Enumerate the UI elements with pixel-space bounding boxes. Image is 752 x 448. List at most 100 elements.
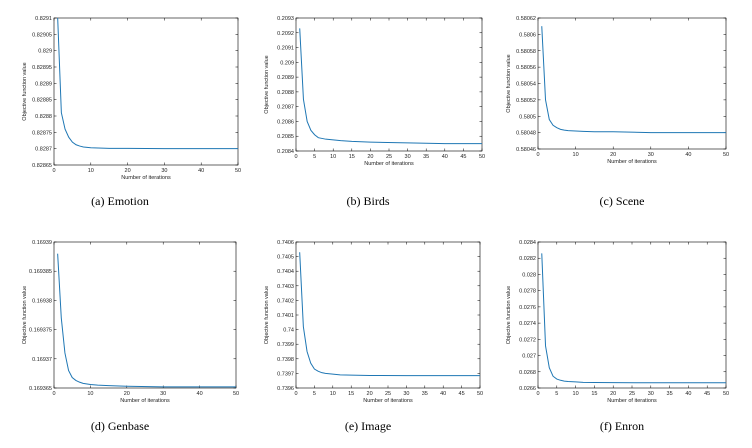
x-tick-label: 30 [161,168,167,174]
subfigure-caption: (a) Emotion [91,194,149,208]
y-tick-label: 0.7403 [277,284,294,290]
y-tick-label: 0.027 [522,354,536,360]
subfigure-caption: (f) Enron [599,419,645,433]
x-axis-label: Number of iterations [120,398,170,404]
y-tick-label: 0.0268 [519,370,536,376]
y-tick-label: 0.169375 [29,328,52,334]
y-tick-label: 0.2093 [277,16,294,22]
y-tick-label: 0.7399 [277,342,294,348]
y-tick-label: 0.58062 [516,16,536,22]
x-tick-label: 10 [330,154,336,160]
y-tick-label: 0.2089 [277,75,294,81]
x-tick-label: 20 [367,154,373,160]
subfigure-caption: (c) Scene [599,194,645,208]
x-tick-label: 40 [197,391,203,397]
x-tick-label: 20 [610,391,616,397]
x-tick-label: 30 [648,391,654,397]
y-tick-label: 0.2092 [277,31,294,37]
x-tick-label: 50 [233,391,239,397]
y-tick-label: 0.16939 [32,240,52,246]
subfigure-caption: (b) Birds [346,194,390,208]
series-line [299,28,482,145]
x-tick-label: 50 [479,154,485,160]
y-tick-label: 0.82905 [32,32,52,38]
x-tick-label: 20 [367,391,373,397]
y-tick-label: 0.0274 [519,321,536,327]
x-tick-label: 40 [440,391,446,397]
y-tick-label: 0.7404 [277,269,294,275]
y-tick-label: 0.58046 [516,147,536,153]
x-tick-label: 0 [536,152,539,158]
x-tick-label: 25 [386,154,392,160]
subfigure-caption: (d) Genbase [90,419,150,433]
y-tick-label: 0.829 [38,49,52,55]
y-tick-label: 0.169385 [29,269,52,275]
plot-frame [295,17,483,152]
x-tick-label: 5 [313,154,316,160]
x-tick-label: 45 [460,154,466,160]
y-axis-label: Objective function value [22,286,28,344]
y-tick-label: 0.2087 [277,105,294,111]
series-line [541,26,726,134]
y-tick-label: 0.82885 [32,98,52,104]
x-tick-label: 15 [348,391,354,397]
plot-frame [537,241,727,389]
x-axis-label: Number of iterations [364,161,414,167]
x-axis-label: Number of iterations [121,175,171,181]
y-axis-label: Objective function value [22,62,28,120]
y-tick-label: 0.8289 [35,81,52,87]
y-tick-label: 0.58056 [516,65,536,71]
chart-5: 0 5 10 15 20 25 30 35 40 45 50 0.7396 0.7397 0.7398 0.… [264,240,483,404]
series-line [57,17,238,150]
y-tick-label: 0.2085 [277,134,294,140]
y-tick-label: 0.209 [280,60,294,66]
y-tick-label: 0.58048 [516,131,536,137]
y-tick-label: 0.8288 [35,114,52,120]
x-tick-label: 45 [704,391,710,397]
x-tick-label: 30 [160,391,166,397]
x-tick-label: 50 [235,168,241,174]
y-tick-label: 0.0284 [519,240,536,246]
y-tick-label: 0.0266 [519,386,536,392]
subfigure-caption: (e) Image [344,419,392,433]
y-tick-label: 0.7397 [277,371,294,377]
x-tick-label: 30 [403,391,409,397]
chart-1: 0 10 20 30 40 50 0.82865 0.8287 0.82875 0.8288 0.8… [22,16,241,181]
y-tick-label: 0.82865 [32,163,52,169]
x-tick-label: 10 [573,391,579,397]
x-tick-label: 30 [405,154,411,160]
y-tick-label: 0.0276 [519,305,536,311]
x-tick-label: 5 [313,391,316,397]
x-tick-label: 20 [610,152,616,158]
y-tick-label: 0.2088 [277,90,294,96]
x-tick-label: 20 [124,391,130,397]
x-tick-label: 40 [198,168,204,174]
chart-4: 0 10 20 30 40 50 0.169365 0.16937 0.169375 0.1693… [22,240,239,404]
y-tick-label: 0.2091 [277,46,294,52]
series-line [299,252,480,377]
y-tick-label: 0.7406 [277,240,294,246]
plot-frame [537,17,727,150]
x-tick-label: 45 [459,391,465,397]
x-tick-label: 50 [723,152,729,158]
y-tick-label: 0.58052 [516,98,536,104]
y-axis-label: Objective function value [506,286,512,344]
x-tick-label: 0 [52,168,55,174]
x-tick-label: 40 [685,152,691,158]
x-tick-label: 5 [555,391,558,397]
chart-3: 0 10 20 30 40 50 0.58046 0.58048 0.5805 0.58052 0.… [506,16,729,165]
plot-frame [295,241,481,389]
y-tick-label: 0.0282 [519,256,536,262]
x-tick-label: 40 [442,154,448,160]
x-tick-label: 10 [330,391,336,397]
y-tick-label: 0.2086 [277,119,294,125]
y-tick-label: 0.028 [522,272,536,278]
x-tick-label: 15 [349,154,355,160]
y-tick-label: 0.16938 [32,298,52,304]
y-tick-label: 0.58058 [516,49,536,55]
y-tick-label: 0.8291 [35,16,52,22]
x-tick-label: 35 [422,391,428,397]
x-tick-label: 50 [723,391,729,397]
x-tick-label: 10 [88,168,94,174]
x-axis-label: Number of iterations [607,398,657,404]
